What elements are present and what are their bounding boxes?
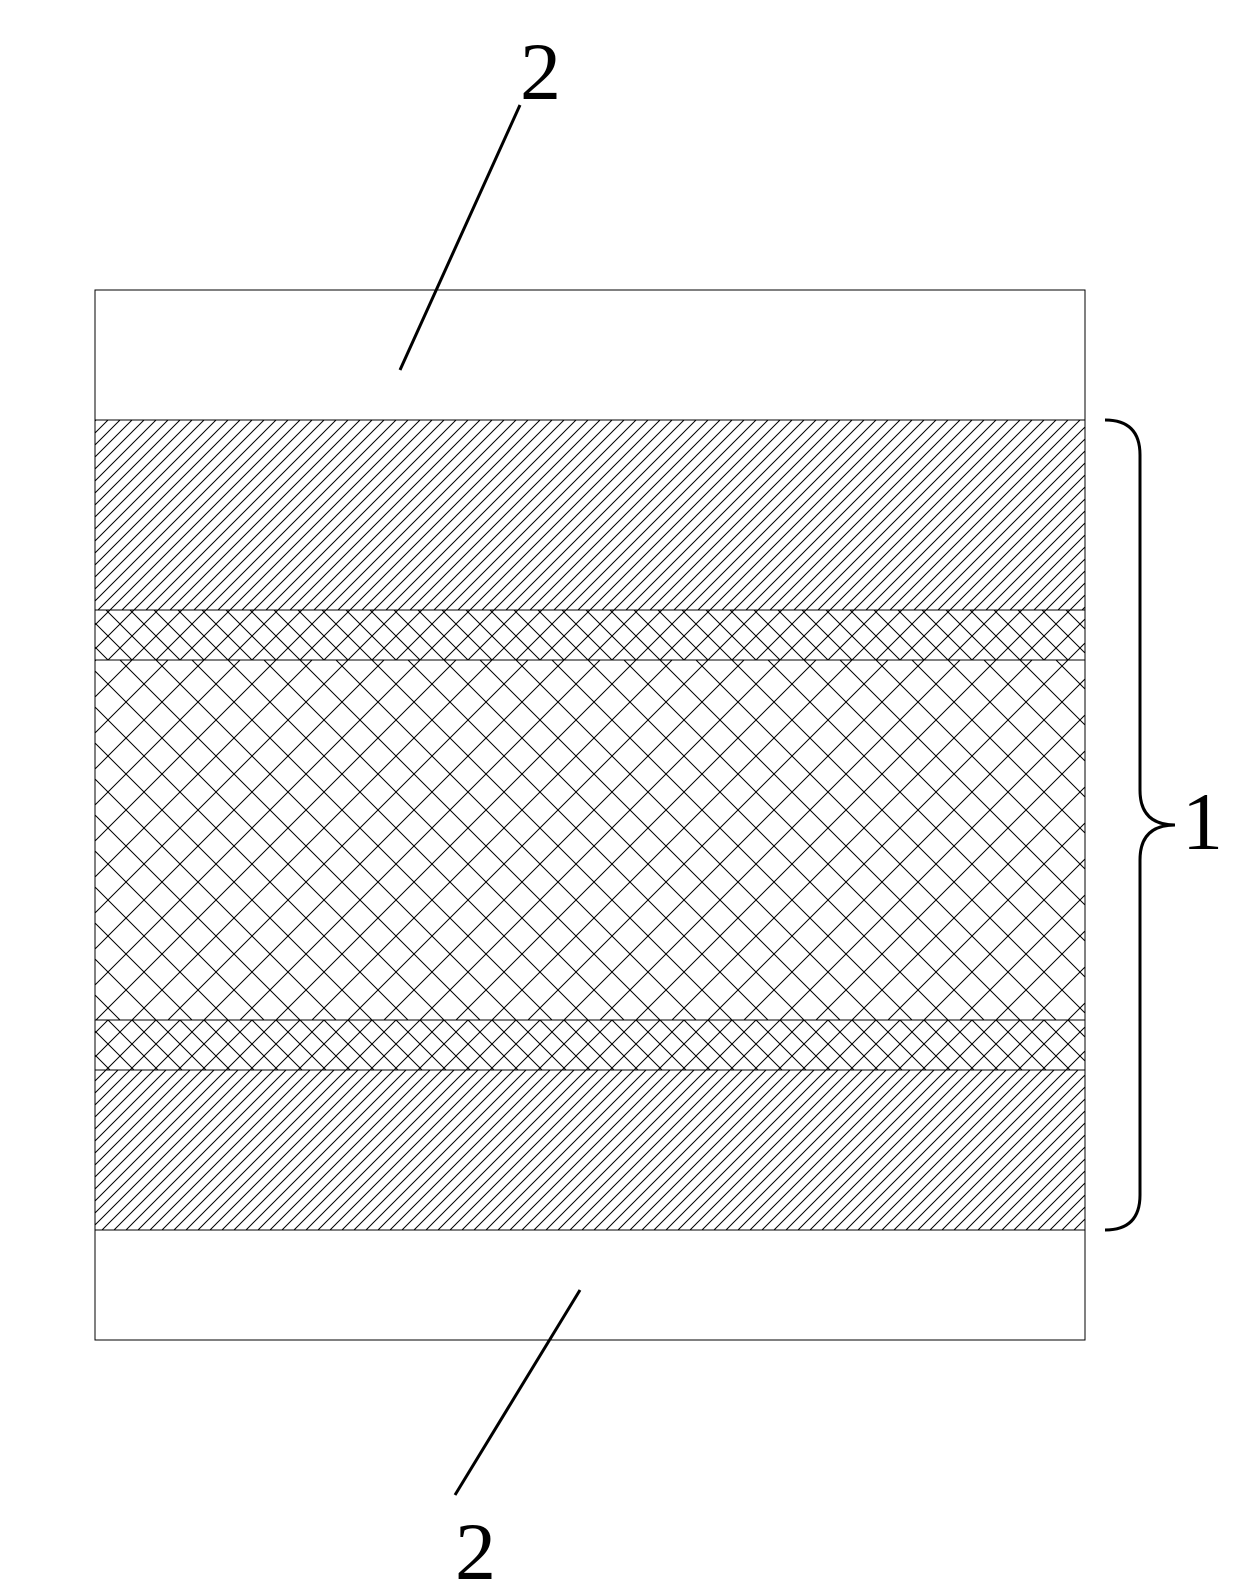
layer-bot-hatch	[95, 1070, 1085, 1230]
label-2-bottom: 2	[455, 1506, 496, 1585]
layer-mid-cross-lg	[95, 660, 1085, 1020]
layer-top-cross-sm	[95, 610, 1085, 660]
label-1-right: 1	[1182, 776, 1223, 867]
layer-top-blank	[95, 290, 1085, 420]
label-2-top: 2	[520, 26, 561, 117]
figure-root: 2 1 2	[0, 0, 1240, 1585]
layer-bot-cross-sm	[95, 1020, 1085, 1070]
layer-bot-blank	[95, 1230, 1085, 1340]
layer-top-hatch	[95, 420, 1085, 610]
